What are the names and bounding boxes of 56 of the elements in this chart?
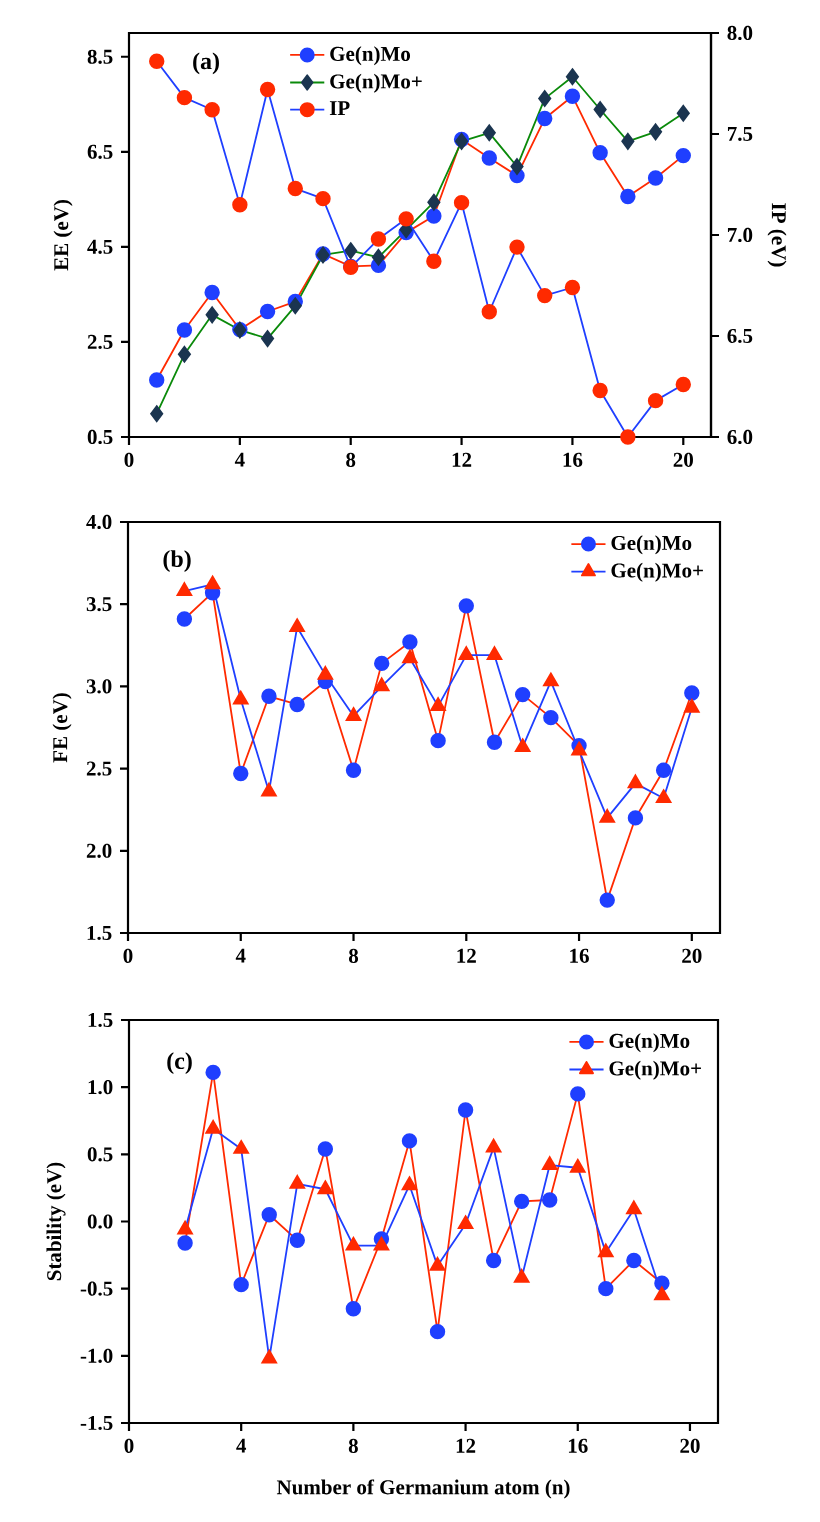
x-tick-label: 0 [124, 452, 134, 467]
legend-label: Ge(n)Mo [330, 46, 411, 66]
y-tick-label: 1.0 [88, 1080, 113, 1095]
x-tick-label: 12 [456, 1438, 476, 1453]
y2-tick-label: 6.5 [727, 328, 753, 344]
legend-label: IP [329, 101, 350, 116]
annotation: (b) [163, 550, 191, 572]
y-tick-label: -0.5 [80, 1281, 113, 1296]
y2-axis-title: IP (eV) [767, 203, 787, 267]
legend-label: Ge(n)Mo+ [330, 73, 422, 93]
y2-tick-label: 7.5 [727, 126, 753, 141]
x-tick-label: 20 [680, 1438, 700, 1453]
x-tick-label: 16 [570, 948, 589, 963]
x-tick-label: 20 [682, 948, 702, 963]
annotation: (a) [193, 52, 219, 75]
y-tick-label: 6.5 [87, 144, 113, 159]
x-tick-label: 16 [568, 1438, 588, 1453]
legend-label: Ge(n)Mo [611, 535, 692, 555]
x-tick-label: 12 [452, 452, 472, 467]
y-tick-label: 3.5 [86, 597, 112, 612]
annotation: (c) [167, 1052, 192, 1074]
y2-tick-label: 8.0 [727, 25, 753, 41]
x-tick-label: 4 [234, 452, 245, 467]
y-axis-title: Stability (eV) [46, 1162, 66, 1281]
y-tick-label: 2.5 [86, 761, 112, 776]
y-tick-label: 4.5 [87, 239, 113, 254]
y-tick-label: 1.5 [88, 1012, 113, 1028]
x-tick-label: 4 [235, 948, 246, 963]
legend-label: Ge(n)Mo [609, 1033, 690, 1053]
x-tick-label: 16 [563, 452, 583, 467]
y-axis-title: FE (eV) [52, 693, 72, 763]
x-tick-label: 0 [123, 948, 133, 963]
y-tick-label: 3.0 [86, 679, 112, 694]
y-tick-label: -1.5 [80, 1415, 113, 1431]
y-tick-label: 0.0 [87, 1214, 113, 1229]
y-tick-label: 2.0 [86, 843, 112, 858]
x-axis-title: Number of Germanium atom (n) [276, 1479, 570, 1499]
legend-label: Ge(n)Mo+ [611, 562, 703, 582]
x-tick-label: 8 [348, 1438, 358, 1453]
x-tick-label: 4 [236, 1438, 247, 1453]
x-tick-label: 8 [346, 452, 356, 467]
y2-tick-label: 6.0 [727, 429, 753, 445]
y-tick-label: 0.5 [87, 1147, 113, 1162]
y2-tick-label: 7.0 [727, 227, 753, 243]
y-tick-label: -1.0 [80, 1348, 113, 1363]
x-tick-label: 20 [673, 452, 693, 467]
y-tick-label: 0.5 [87, 429, 113, 445]
legend-label: Ge(n)Mo+ [609, 1060, 701, 1080]
y-tick-label: 1.5 [87, 925, 112, 941]
y-tick-label: 8.5 [87, 49, 113, 64]
y-tick-label: 4.0 [86, 514, 112, 530]
x-tick-label: 0 [124, 1438, 134, 1453]
y-tick-label: 2.5 [87, 334, 113, 350]
x-tick-label: 12 [457, 948, 476, 963]
y-axis-title: EE (eV) [53, 200, 73, 271]
x-tick-label: 8 [348, 948, 359, 963]
